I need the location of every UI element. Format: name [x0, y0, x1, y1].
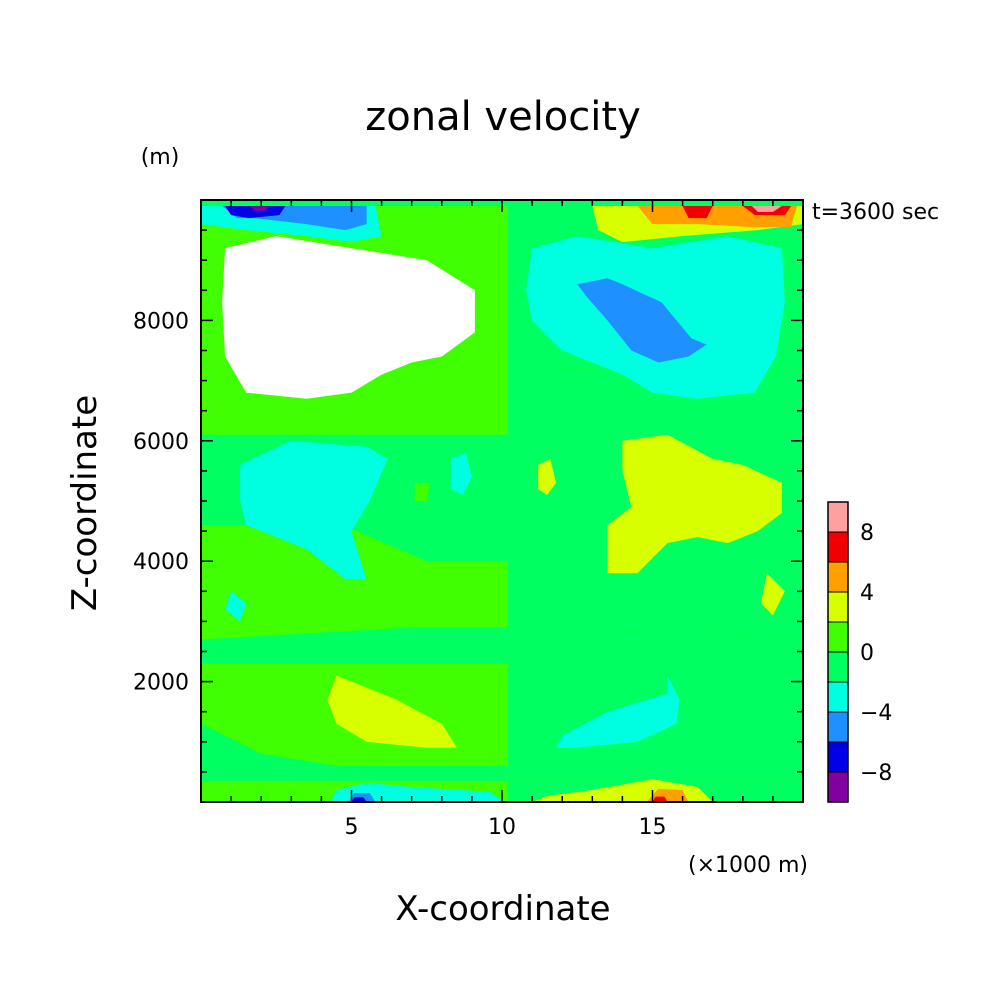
colorbar-swatch — [828, 712, 848, 742]
colorbar-swatch — [828, 772, 848, 802]
y-tick-label: 6000 — [133, 430, 189, 455]
contour-region — [225, 206, 286, 219]
contour-region — [330, 782, 505, 802]
chart-title: zonal velocity — [365, 94, 641, 140]
colorbar-swatch — [828, 622, 848, 652]
time-annotation: t=3600 sec — [812, 200, 939, 225]
colorbar-frame — [827, 501, 849, 803]
x-tick-label: 10 — [488, 815, 516, 840]
y-axis-label: Z-coordinate — [65, 395, 105, 611]
contour-region — [336, 278, 457, 363]
contour-plot — [201, 200, 803, 802]
contour-region — [538, 458, 557, 495]
colorbar-tick-label: 0 — [860, 641, 874, 666]
colorbar-swatch — [828, 592, 848, 622]
colorbar-swatch — [828, 682, 848, 712]
x-tick-label: 15 — [639, 815, 667, 840]
colorbar-tick-label: 4 — [860, 581, 874, 606]
colorbar-tick-label: −4 — [860, 701, 892, 726]
contour-region — [225, 591, 247, 622]
y-unit-label: (m) — [141, 145, 180, 170]
contour-region — [652, 796, 668, 802]
colorbar-swatch — [828, 652, 848, 682]
colorbar-swatch — [828, 502, 848, 532]
colorbar-swatch — [828, 532, 848, 562]
contour-region — [556, 675, 680, 748]
contour-region — [508, 561, 803, 640]
x-axis-label: X-coordinate — [395, 889, 610, 929]
colorbar-tick-label: 8 — [860, 521, 874, 546]
y-tick-label: 4000 — [133, 550, 189, 575]
contour-region — [607, 434, 782, 574]
axes: 5 10 15 2000 4000 6000 8000 — [133, 199, 804, 840]
contour-region — [682, 206, 713, 219]
contour-region — [222, 236, 475, 399]
x-tick-label: 5 — [345, 815, 359, 840]
contour-region — [760, 573, 785, 616]
y-tick-label: 8000 — [133, 309, 189, 334]
y-tick-label: 2000 — [133, 671, 189, 696]
contour-region — [414, 482, 430, 501]
contour-region — [351, 797, 367, 802]
x-unit-label: (×1000 m) — [688, 853, 808, 878]
colorbar-tick-label: −8 — [860, 761, 892, 786]
contour-region — [577, 482, 593, 501]
colorbar-swatch — [828, 562, 848, 592]
contour-region — [751, 206, 782, 212]
colorbar-swatch — [828, 742, 848, 772]
contour-region — [577, 278, 707, 363]
contour-region — [450, 452, 472, 495]
contour-region — [249, 206, 271, 211]
contour-region — [240, 440, 388, 580]
colorbar: 8 4 0 −4 −8 — [827, 501, 892, 803]
contour-region — [327, 675, 457, 748]
